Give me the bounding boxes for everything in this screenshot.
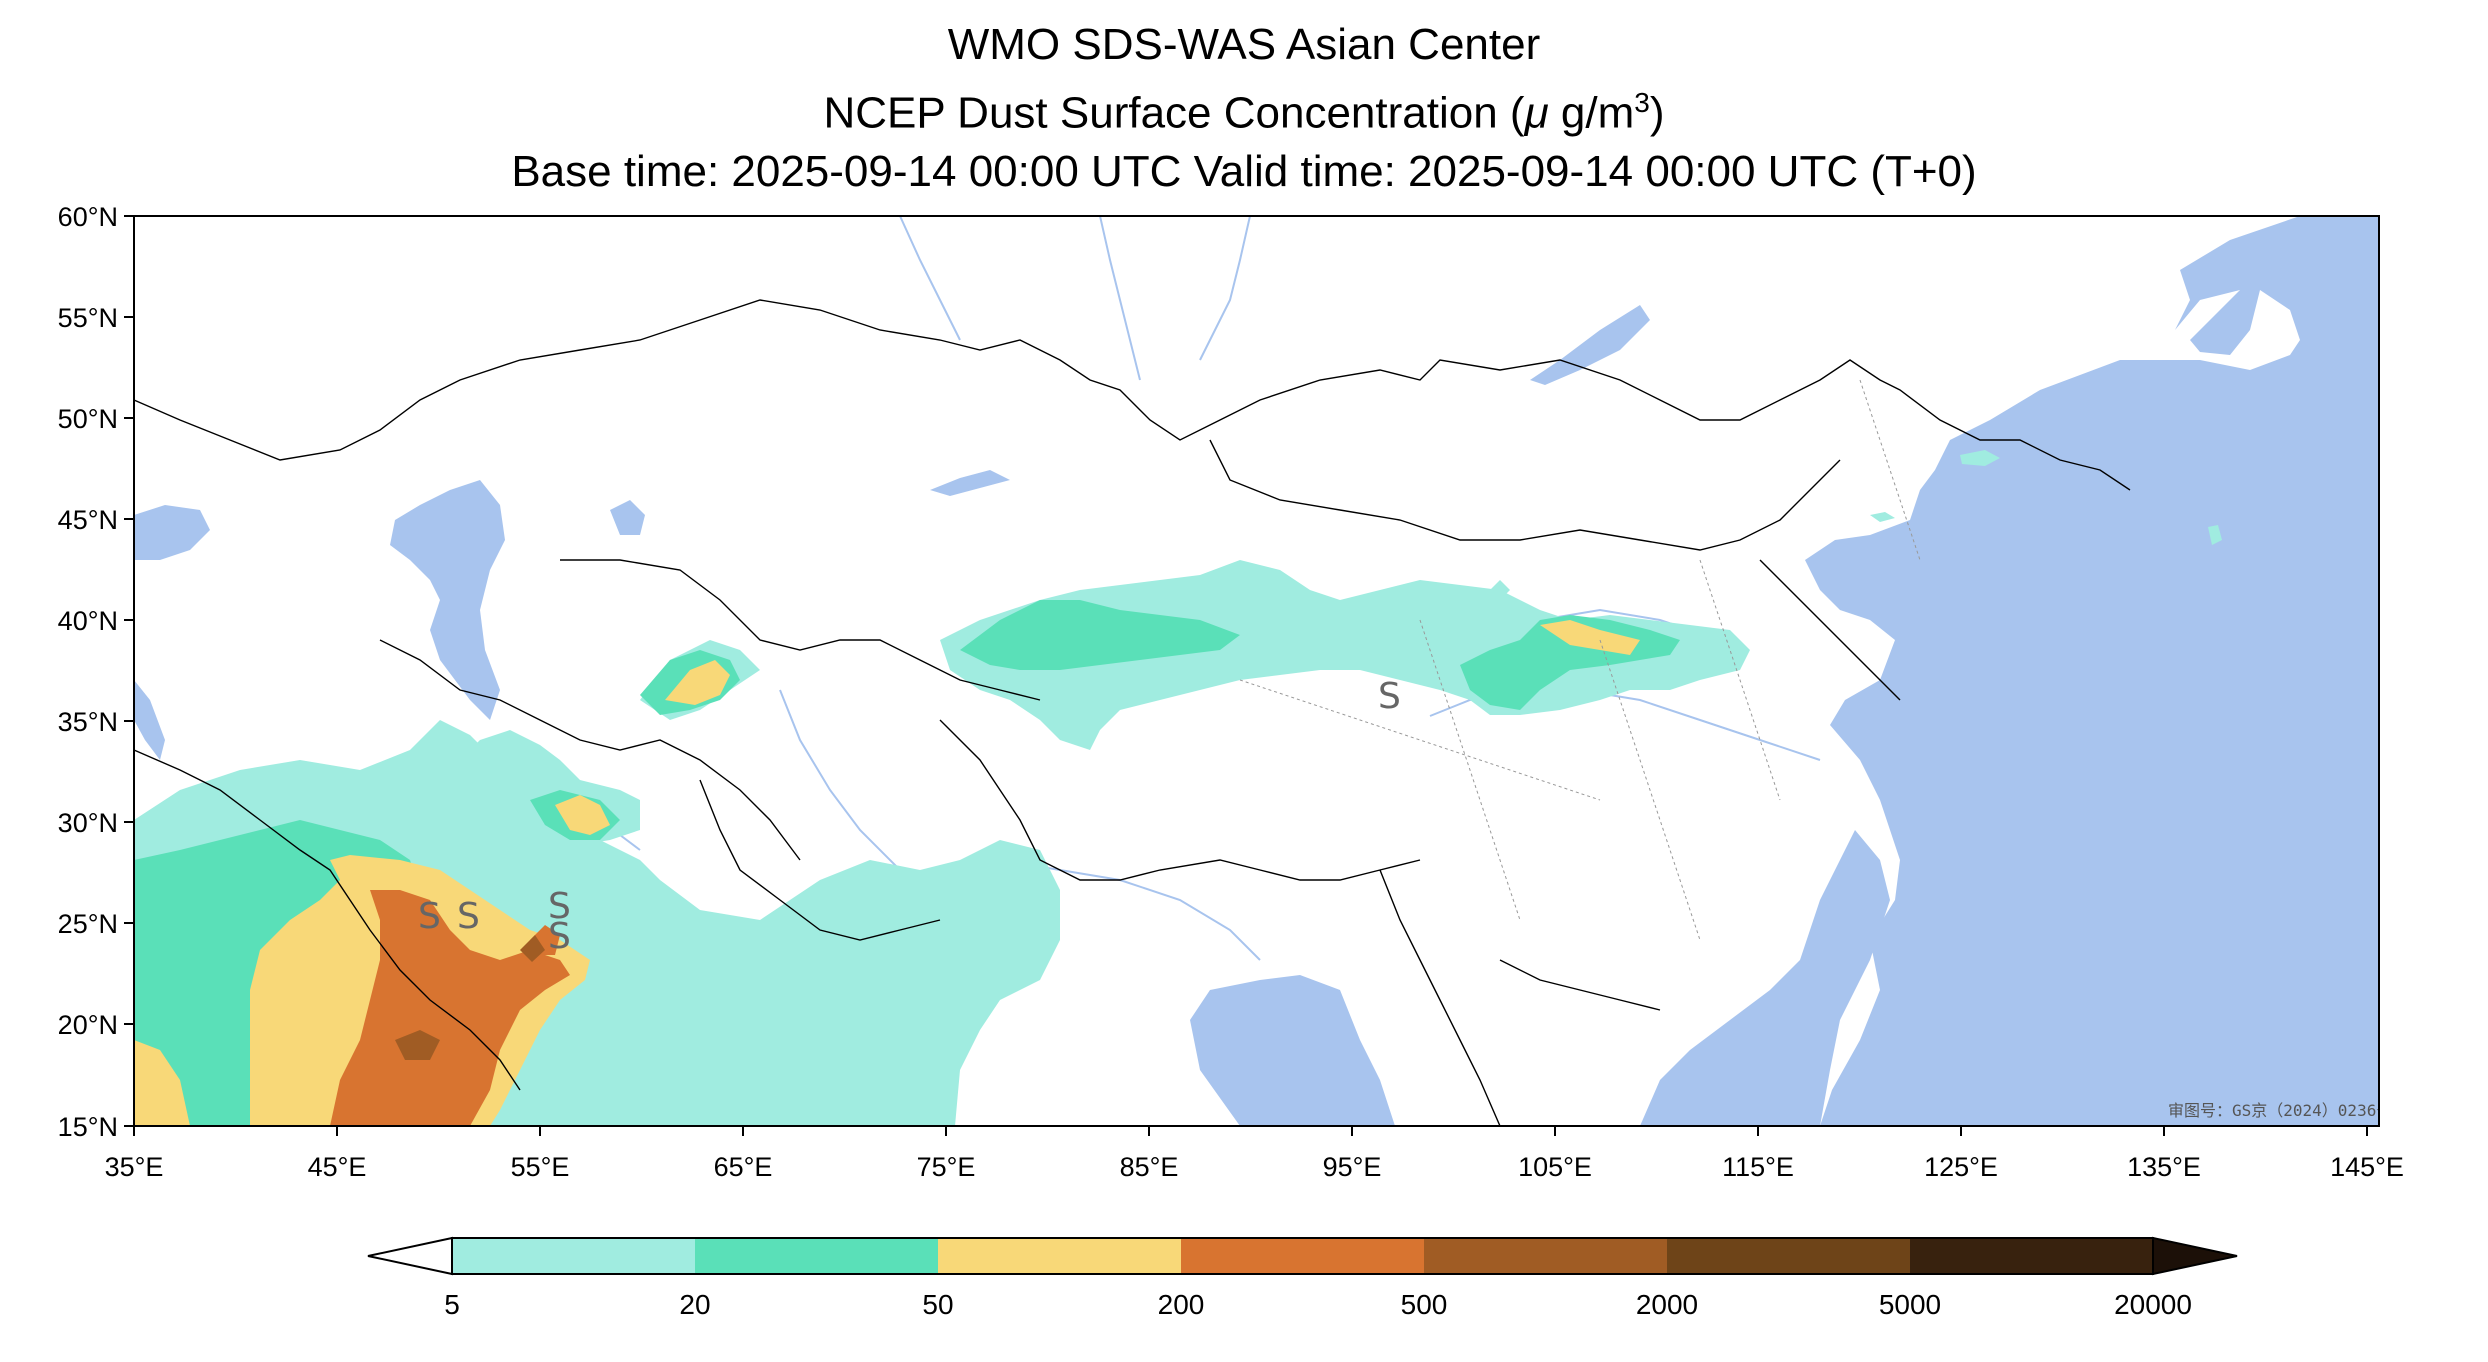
pacific-ocean xyxy=(1805,216,2379,1126)
latitude-tick-marks xyxy=(124,215,134,1127)
caspian-sea xyxy=(390,480,505,720)
lon-tick-label: 75°E xyxy=(917,1152,976,1182)
country-borders xyxy=(134,299,2131,1126)
aral-sea xyxy=(610,500,645,535)
title-product: NCEP Dust Surface Concentration (μ g/m3) xyxy=(0,74,2488,143)
lat-tick-label: 40°N xyxy=(58,606,118,636)
colorbar-level-label: 20000 xyxy=(2114,1289,2192,1320)
lon-tick-label: 65°E xyxy=(714,1152,773,1182)
lat-tick-label: 45°N xyxy=(58,505,118,535)
lake-baikal xyxy=(1530,305,1650,385)
title-product-exponent: 3 xyxy=(1634,87,1650,118)
longitude-axis: 35°E 45°E 55°E 65°E 75°E 85°E 95°E 105°E… xyxy=(105,1126,2404,1182)
colorbar-outline xyxy=(451,1237,2154,1275)
storm-marker: S xyxy=(418,896,441,937)
lon-tick-label: 115°E xyxy=(1722,1152,1794,1182)
lon-tick-label: 55°E xyxy=(511,1152,570,1182)
storm-marker: S xyxy=(457,896,480,937)
colorbar-segment-50-200 xyxy=(938,1238,1181,1274)
colorbar-level-label: 5 xyxy=(444,1289,460,1320)
colorbar-segment-500-2000 xyxy=(1424,1238,1667,1274)
south-china-sea xyxy=(1640,830,1890,1126)
lon-tick-label: 105°E xyxy=(1518,1152,1592,1182)
colorbar-level-label: 50 xyxy=(922,1289,953,1320)
title-product-suffix: ) xyxy=(1649,88,1665,138)
lon-tick-label: 85°E xyxy=(1120,1152,1179,1182)
title-product-unit: g/m xyxy=(1548,88,1635,138)
lon-tick-label: 125°E xyxy=(1924,1152,1998,1182)
colorbar-segment-5-20 xyxy=(452,1238,695,1274)
storm-markers: S S S S S xyxy=(418,676,1401,957)
lat-tick-label: 35°N xyxy=(58,707,118,737)
colorbar-level-label: 2000 xyxy=(1636,1289,1698,1320)
lat-tick-label: 20°N xyxy=(58,1010,118,1040)
lat-tick-label: 50°N xyxy=(58,404,118,434)
map-approval-number: 审图号：GS京（2024）0236号 xyxy=(2168,1101,2392,1120)
lake-balkhash xyxy=(930,470,1010,496)
colorbar: 5 20 50 200 500 2000 5000 20000 xyxy=(367,1236,2238,1320)
colorbar-level-label: 200 xyxy=(1158,1289,1205,1320)
lat-tick-label: 60°N xyxy=(58,202,118,232)
lat-tick-label: 55°N xyxy=(58,303,118,333)
colorbar-level-label: 500 xyxy=(1401,1289,1448,1320)
red-sea xyxy=(134,680,165,760)
title-product-prefix: NCEP Dust Surface Concentration ( xyxy=(823,88,1525,138)
lon-tick-label: 35°E xyxy=(105,1152,164,1182)
colorbar-level-label: 5000 xyxy=(1879,1289,1941,1320)
colorbar-segment-5000-20000 xyxy=(1910,1238,2153,1274)
colorbar-segment-2000-5000 xyxy=(1667,1238,1910,1274)
lon-tick-label: 45°E xyxy=(308,1152,367,1182)
title-product-mu: μ xyxy=(1524,88,1549,138)
colorbar-level-label: 20 xyxy=(679,1289,710,1320)
colorbar-segment-20-50 xyxy=(695,1238,938,1274)
colorbar-segment-200-500 xyxy=(1181,1238,1424,1274)
lat-tick-label: 15°N xyxy=(58,1112,118,1142)
lon-tick-label: 95°E xyxy=(1323,1152,1382,1182)
storm-marker: S xyxy=(1378,676,1401,717)
longitude-tick-marks xyxy=(133,1126,2368,1136)
black-sea xyxy=(134,505,210,560)
map-area[interactable]: S S S S S 审图号：GS京（2024）0236号 xyxy=(134,216,2392,1126)
lat-tick-label: 25°N xyxy=(58,909,118,939)
storm-marker: S xyxy=(548,916,571,957)
latitude-axis: 60°N 55°N 50°N 45°N 40°N 35°N 30°N 25°N … xyxy=(58,202,134,1142)
lon-tick-label: 135°E xyxy=(2127,1152,2201,1182)
storm-marker: S xyxy=(548,886,571,927)
colorbar-under-extension xyxy=(367,1236,453,1276)
map-frame xyxy=(133,215,2380,1127)
title-block: WMO SDS-WAS Asian Center NCEP Dust Surfa… xyxy=(0,16,2488,201)
dust-contours xyxy=(134,450,2222,1126)
lon-tick-label: 145°E xyxy=(2330,1152,2404,1182)
bay-of-bengal xyxy=(1190,975,1395,1126)
title-times: Base time: 2025-09-14 00:00 UTC Valid ti… xyxy=(511,146,1977,196)
province-borders xyxy=(1239,379,1921,941)
lat-tick-label: 30°N xyxy=(58,808,118,838)
colorbar-over-extension xyxy=(2152,1236,2238,1276)
title-center-name: WMO SDS-WAS Asian Center xyxy=(947,20,1541,69)
dust-level-500-2000 xyxy=(395,935,545,1060)
